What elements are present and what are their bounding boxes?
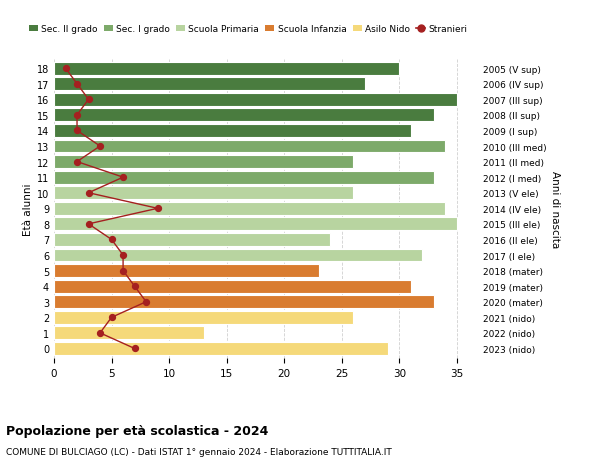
Bar <box>54 218 457 231</box>
Bar <box>54 125 411 138</box>
Bar <box>54 62 400 75</box>
Point <box>130 283 139 290</box>
Point <box>72 81 82 88</box>
Bar <box>54 234 331 246</box>
Bar <box>54 327 203 340</box>
Point <box>95 330 105 337</box>
Point <box>95 143 105 151</box>
Bar <box>54 342 388 355</box>
Point <box>118 252 128 259</box>
Text: COMUNE DI BULCIAGO (LC) - Dati ISTAT 1° gennaio 2024 - Elaborazione TUTTITALIA.I: COMUNE DI BULCIAGO (LC) - Dati ISTAT 1° … <box>6 448 392 457</box>
Bar <box>54 171 434 184</box>
Bar <box>54 202 445 215</box>
Point <box>130 345 139 353</box>
Point <box>84 190 94 197</box>
Point <box>72 128 82 135</box>
Bar <box>54 311 353 324</box>
Point <box>118 267 128 274</box>
Bar <box>54 296 434 308</box>
Point <box>118 174 128 181</box>
Point <box>61 65 70 73</box>
Point <box>107 236 116 244</box>
Y-axis label: Anni di nascita: Anni di nascita <box>550 170 560 247</box>
Bar <box>54 280 411 293</box>
Bar <box>54 140 445 153</box>
Point <box>153 205 163 213</box>
Bar <box>54 249 422 262</box>
Bar <box>54 265 319 277</box>
Point <box>72 158 82 166</box>
Bar <box>54 187 353 200</box>
Point <box>142 298 151 306</box>
Bar <box>54 109 434 122</box>
Point <box>84 221 94 228</box>
Point <box>107 314 116 321</box>
Y-axis label: Età alunni: Età alunni <box>23 183 32 235</box>
Bar <box>54 156 353 168</box>
Text: Popolazione per età scolastica - 2024: Popolazione per età scolastica - 2024 <box>6 425 268 437</box>
Bar <box>54 94 457 106</box>
Point <box>72 112 82 119</box>
Legend: Sec. II grado, Sec. I grado, Scuola Primaria, Scuola Infanzia, Asilo Nido, Stran: Sec. II grado, Sec. I grado, Scuola Prim… <box>29 25 467 34</box>
Point <box>84 96 94 104</box>
Bar <box>54 78 365 91</box>
